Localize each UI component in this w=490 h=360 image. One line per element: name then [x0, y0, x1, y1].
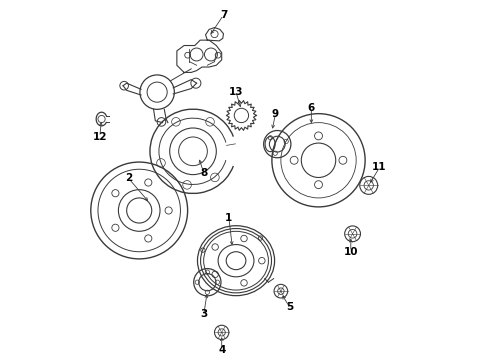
Text: 10: 10: [343, 247, 358, 257]
Text: 13: 13: [229, 87, 243, 97]
Text: 8: 8: [200, 168, 207, 178]
Text: 5: 5: [286, 302, 294, 312]
Text: 6: 6: [308, 103, 315, 113]
Text: 1: 1: [225, 213, 232, 222]
Text: 11: 11: [372, 162, 387, 172]
Text: 4: 4: [218, 345, 225, 355]
Text: 9: 9: [272, 109, 279, 119]
Text: 7: 7: [220, 10, 227, 20]
Text: 3: 3: [200, 310, 207, 319]
Text: 2: 2: [125, 173, 132, 183]
Text: 12: 12: [93, 132, 107, 142]
